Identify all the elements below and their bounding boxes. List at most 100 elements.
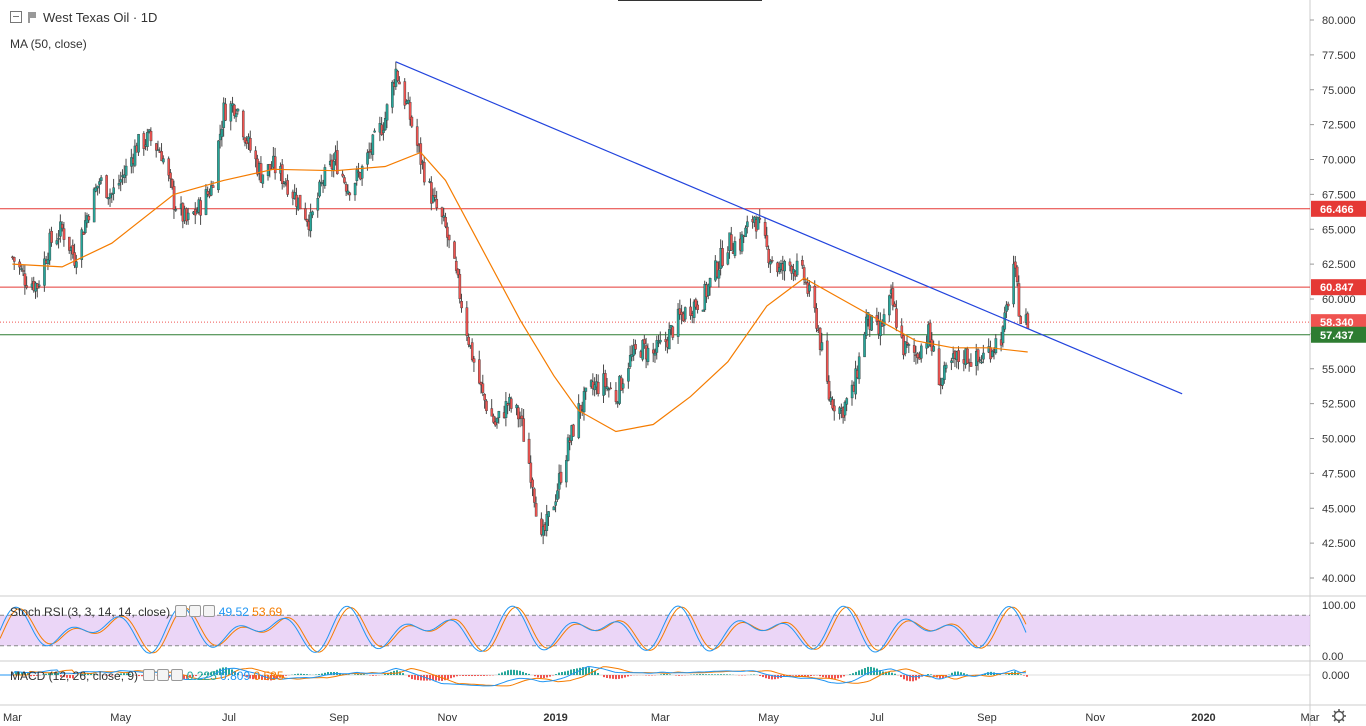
- macd-hist-bar: [624, 675, 626, 678]
- candle-body: [167, 158, 171, 176]
- macd-hist-bar: [888, 672, 890, 675]
- candle-body: [170, 179, 174, 188]
- macd-hist-bar: [1026, 675, 1028, 677]
- candle-body: [305, 219, 309, 222]
- remove-icon[interactable]: [203, 605, 216, 617]
- candle-body: [547, 511, 550, 518]
- stoch-legend[interactable]: Stoch RSI (3, 3, 14, 14, close) 49.52 53…: [10, 605, 282, 619]
- candle-body: [944, 364, 948, 369]
- candle-body: [838, 407, 841, 414]
- macd-hist-bar: [813, 675, 815, 676]
- candle-body: [541, 526, 545, 536]
- macd-hist-bar: [261, 675, 263, 680]
- level-label: 60.847: [1320, 282, 1354, 294]
- y-tick-label: 45.000: [1322, 503, 1356, 515]
- candle-body: [415, 126, 419, 146]
- candle-body: [827, 380, 831, 400]
- macd-hist-bar: [663, 673, 665, 675]
- eye-icon[interactable]: [143, 669, 156, 681]
- y-tick-label: 40.000: [1322, 573, 1356, 585]
- candle-body: [59, 221, 62, 237]
- candle-body: [870, 315, 873, 331]
- settings-gear-icon[interactable]: [1332, 709, 1346, 723]
- candle-body: [446, 226, 449, 238]
- macd-hist-bar: [1008, 673, 1010, 675]
- macd-hist-bar: [282, 675, 284, 678]
- macd-hist-bar: [570, 669, 572, 675]
- remove-icon[interactable]: [171, 669, 184, 681]
- candle-body: [504, 401, 508, 418]
- macd-hist-bar: [69, 675, 71, 679]
- macd-hist-bar: [315, 674, 317, 675]
- macd-hist-bar: [384, 674, 386, 675]
- candle-body: [769, 261, 772, 265]
- candle-body: [456, 268, 460, 276]
- macd-hist-bar: [534, 675, 536, 677]
- candle-body: [465, 307, 469, 336]
- candle-body: [281, 164, 284, 185]
- candle-body: [765, 235, 769, 247]
- candle-body: [845, 398, 849, 405]
- macd-hist-bar: [852, 673, 854, 675]
- candle-body: [311, 211, 314, 216]
- macd-hist-bar: [753, 674, 755, 675]
- candle-body: [888, 295, 891, 316]
- macd-hist-bar: [867, 666, 869, 675]
- candle-body: [857, 356, 861, 380]
- candle-body: [804, 281, 808, 284]
- settings-icon[interactable]: [189, 605, 202, 617]
- candle-body: [55, 240, 59, 245]
- candle-body: [23, 273, 27, 286]
- top-edge: [618, 0, 762, 1]
- macd-hist-bar: [138, 675, 140, 677]
- macd-hist-bar: [129, 673, 131, 675]
- candle-body: [366, 152, 369, 165]
- macd-hist-bar: [939, 675, 941, 679]
- macd-hist-bar: [471, 675, 473, 677]
- macd-hist-bar: [438, 675, 440, 681]
- macd-hist-bar: [507, 670, 509, 675]
- candle-body: [825, 340, 829, 382]
- candle-body: [174, 209, 178, 211]
- macd-hist-bar: [435, 675, 437, 681]
- candle-body: [529, 462, 533, 483]
- candle-body: [671, 326, 675, 338]
- candle-body: [494, 421, 497, 426]
- macd-hist-bar: [795, 675, 797, 676]
- candle-body: [863, 333, 866, 358]
- candle-body: [133, 145, 137, 166]
- candle-body: [124, 165, 128, 176]
- macd-hist-bar: [855, 671, 857, 675]
- collapse-icon[interactable]: [10, 11, 22, 23]
- candle-body: [820, 342, 824, 351]
- macd-hist-bar: [45, 673, 47, 675]
- macd-hist-bar: [582, 667, 584, 675]
- macd-legend[interactable]: MACD (12, 26, close, 9) 0.225 0.809 0.58…: [10, 669, 284, 683]
- macd-hist-bar: [522, 671, 524, 675]
- candle-body: [249, 138, 252, 151]
- macd-hist-bar: [810, 675, 812, 677]
- candle-body: [510, 398, 513, 409]
- macd-hist-bar: [363, 674, 365, 675]
- macd-hist-bar: [306, 674, 308, 675]
- macd-hist-bar: [354, 674, 356, 675]
- macd-hist-bar: [303, 673, 305, 675]
- candle-body: [920, 345, 923, 359]
- candle-body: [657, 342, 660, 344]
- candle-body: [431, 195, 435, 203]
- candle-body: [20, 268, 23, 270]
- macd-hist-bar: [525, 673, 527, 675]
- macd-hist-bar: [627, 675, 629, 677]
- macd-hist-bar: [912, 675, 914, 682]
- macd-hist-bar: [909, 675, 911, 682]
- settings-icon[interactable]: [157, 669, 170, 681]
- macd-hist-bar: [831, 675, 833, 680]
- eye-icon[interactable]: [175, 605, 188, 617]
- stoch-d-line: [0, 606, 1027, 654]
- ma-legend[interactable]: MA (50, close): [10, 37, 87, 51]
- candle-body: [767, 248, 770, 264]
- macd-hist-bar: [588, 667, 590, 675]
- flag-icon[interactable]: [28, 12, 37, 23]
